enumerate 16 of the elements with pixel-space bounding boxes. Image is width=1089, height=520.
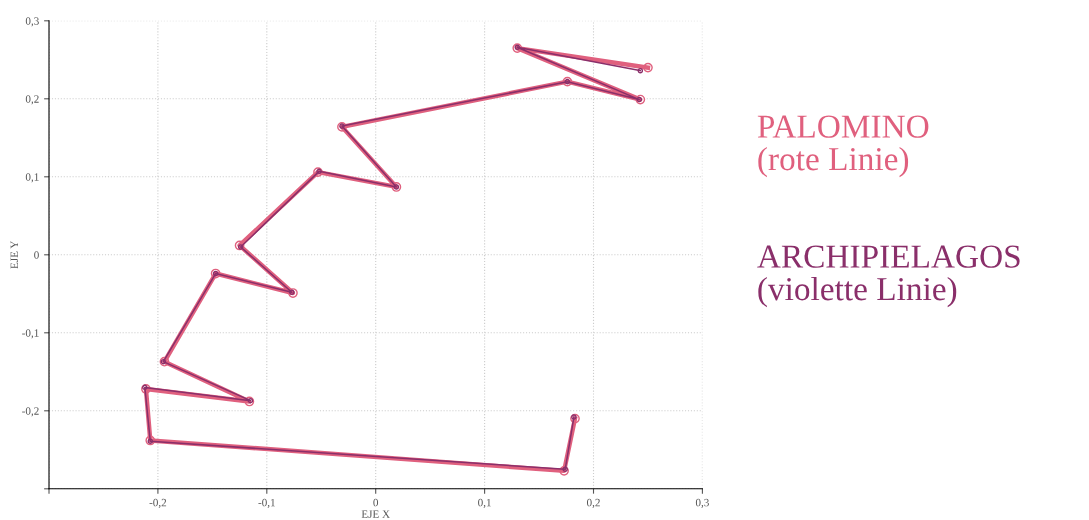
y-tick-label: 0,1 bbox=[25, 173, 39, 183]
y-tick-label: -0,2 bbox=[22, 407, 39, 417]
x-tick-label: 0 bbox=[373, 498, 379, 507]
text: ARCHIPIELAGOS (violette Linie) bbox=[757, 245, 1020, 308]
y-tick-label: 0,3 bbox=[25, 17, 39, 27]
y-tick-label: -0,1 bbox=[22, 329, 39, 339]
text: PALOMINO (rote Linie) bbox=[757, 115, 929, 178]
y-tick-label: 0,2 bbox=[25, 95, 39, 105]
x-tick-label: 0,3 bbox=[695, 498, 709, 508]
x-tick-label: -0,1 bbox=[258, 498, 275, 508]
x-axis-title: EJE X bbox=[361, 510, 390, 518]
x-tick-label: 0,1 bbox=[478, 498, 491, 508]
x-tick-label: 0,2 bbox=[586, 498, 600, 508]
x-tick-label: -0,2 bbox=[149, 498, 167, 508]
y-tick-label: 0 bbox=[34, 251, 39, 259]
y-axis-title: EJE Y bbox=[10, 240, 19, 269]
